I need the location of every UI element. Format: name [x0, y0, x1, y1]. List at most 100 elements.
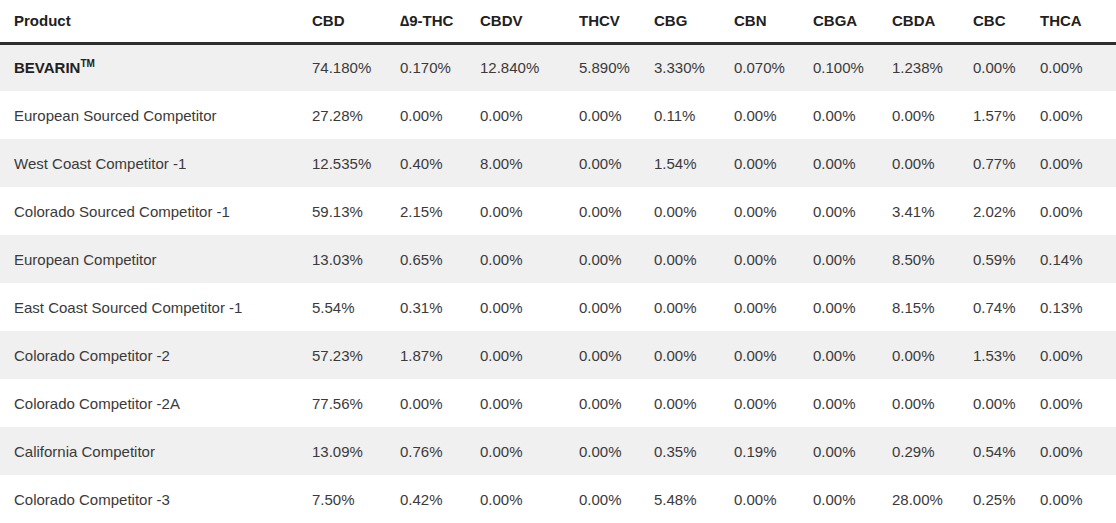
value-cell: 0.00% [1040, 379, 1116, 427]
product-name: West Coast Competitor -1 [0, 139, 312, 187]
value-cell: 0.00% [813, 427, 892, 475]
table-row: Colorado Competitor -257.23%1.87%0.00%0.… [0, 331, 1116, 379]
product-name: Colorado Competitor -2A [0, 379, 312, 427]
column-header: CBD [312, 0, 400, 43]
value-cell: 13.09% [312, 427, 400, 475]
value-cell: 0.77% [973, 139, 1040, 187]
table-header: ProductCBD∆9-THCCBDVTHCVCBGCBNCBGACBDACB… [0, 0, 1116, 43]
table-row: East Coast Sourced Competitor -15.54%0.3… [0, 283, 1116, 331]
cannabinoid-comparison-table: ProductCBD∆9-THCCBDVTHCVCBGCBNCBGACBDACB… [0, 0, 1116, 523]
value-cell: 5.54% [312, 283, 400, 331]
value-cell: 0.00% [480, 475, 579, 523]
table-row: BEVARINTM74.180%0.170%12.840%5.890%3.330… [0, 43, 1116, 91]
value-cell: 0.00% [400, 91, 480, 139]
column-header: CBGA [813, 0, 892, 43]
value-cell: 12.535% [312, 139, 400, 187]
column-header: CBG [654, 0, 734, 43]
value-cell: 0.00% [734, 235, 813, 283]
value-cell: 0.00% [480, 91, 579, 139]
value-cell: 0.76% [400, 427, 480, 475]
product-name: California Competitor [0, 427, 312, 475]
value-cell: 0.00% [480, 235, 579, 283]
value-cell: 0.35% [654, 427, 734, 475]
column-header: CBN [734, 0, 813, 43]
value-cell: 5.48% [654, 475, 734, 523]
value-cell: 0.00% [579, 379, 654, 427]
value-cell: 0.00% [892, 139, 973, 187]
product-name: East Coast Sourced Competitor -1 [0, 283, 312, 331]
value-cell: 0.00% [654, 187, 734, 235]
value-cell: 0.00% [1040, 43, 1116, 91]
value-cell: 0.00% [813, 283, 892, 331]
value-cell: 3.41% [892, 187, 973, 235]
column-header: THCV [579, 0, 654, 43]
value-cell: 3.330% [654, 43, 734, 91]
value-cell: 0.42% [400, 475, 480, 523]
value-cell: 1.53% [973, 331, 1040, 379]
value-cell: 57.23% [312, 331, 400, 379]
value-cell: 27.28% [312, 91, 400, 139]
value-cell: 0.00% [892, 91, 973, 139]
value-cell: 0.54% [973, 427, 1040, 475]
value-cell: 0.59% [973, 235, 1040, 283]
value-cell: 0.00% [579, 283, 654, 331]
value-cell: 0.00% [480, 331, 579, 379]
value-cell: 0.00% [892, 331, 973, 379]
column-header: ∆9-THC [400, 0, 480, 43]
product-name: Colorado Competitor -3 [0, 475, 312, 523]
value-cell: 0.00% [734, 139, 813, 187]
value-cell: 0.00% [813, 331, 892, 379]
value-cell: 2.15% [400, 187, 480, 235]
value-cell: 0.00% [579, 139, 654, 187]
product-name: Colorado Sourced Competitor -1 [0, 187, 312, 235]
value-cell: 0.100% [813, 43, 892, 91]
value-cell: 0.00% [1040, 331, 1116, 379]
value-cell: 8.50% [892, 235, 973, 283]
value-cell: 0.00% [579, 91, 654, 139]
value-cell: 0.00% [734, 379, 813, 427]
product-name: European Competitor [0, 235, 312, 283]
value-cell: 8.15% [892, 283, 973, 331]
column-header: THCA [1040, 0, 1116, 43]
table-row: California Competitor13.09%0.76% 0.00% 0.0… [0, 427, 1116, 475]
value-cell: 0.00% [579, 187, 654, 235]
value-cell: 0.070% [734, 43, 813, 91]
value-cell: 1.57% [973, 91, 1040, 139]
value-cell: 0.11% [654, 91, 734, 139]
header-row: ProductCBD∆9-THCCBDVTHCVCBGCBNCBGACBDACB… [0, 0, 1116, 43]
value-cell: 1.87% [400, 331, 480, 379]
value-cell: 0.00% [813, 475, 892, 523]
value-cell: 0.13% [1040, 283, 1116, 331]
value-cell: 1.54% [654, 139, 734, 187]
value-cell: 0.00% [654, 235, 734, 283]
value-cell: 0.00% [480, 283, 579, 331]
table-row: European Sourced Competitor27.28%0.00%0.… [0, 91, 1116, 139]
value-cell: 0.00% [579, 331, 654, 379]
column-header: CBDV [480, 0, 579, 43]
value-cell: 59.13% [312, 187, 400, 235]
value-cell: 0.29% [892, 427, 973, 475]
value-cell: 12.840% [480, 43, 579, 91]
value-cell: 0.00% [480, 379, 579, 427]
value-cell: 0.00% [973, 43, 1040, 91]
trademark-superscript: TM [80, 58, 94, 69]
table-row: Colorado Competitor -2A77.56%0.00%0.00%0… [0, 379, 1116, 427]
value-cell: 0.00% [1040, 427, 1116, 475]
value-cell: 2.02% [973, 187, 1040, 235]
value-cell: 0.00% [734, 187, 813, 235]
value-cell: 13.03% [312, 235, 400, 283]
column-header: CBDA [892, 0, 973, 43]
value-cell: 0.00% [813, 139, 892, 187]
value-cell: 0.00% [813, 187, 892, 235]
value-cell: 0.00% [734, 331, 813, 379]
value-cell: 74.180% [312, 43, 400, 91]
value-cell: 28.00% [892, 475, 973, 523]
column-header-product: Product [0, 0, 312, 43]
value-cell: 0.00% [973, 379, 1040, 427]
table-row: Colorado Competitor -37.50%0.42%0.00%0.0… [0, 475, 1116, 523]
table-row: Colorado Sourced Competitor -159.13%2.15… [0, 187, 1116, 235]
product-name: BEVARINTM [0, 43, 312, 91]
table-row: European Competitor13.03%0.65%0.00%0.00%… [0, 235, 1116, 283]
value-cell: 0.00% [654, 283, 734, 331]
value-cell: 5.890% [579, 43, 654, 91]
